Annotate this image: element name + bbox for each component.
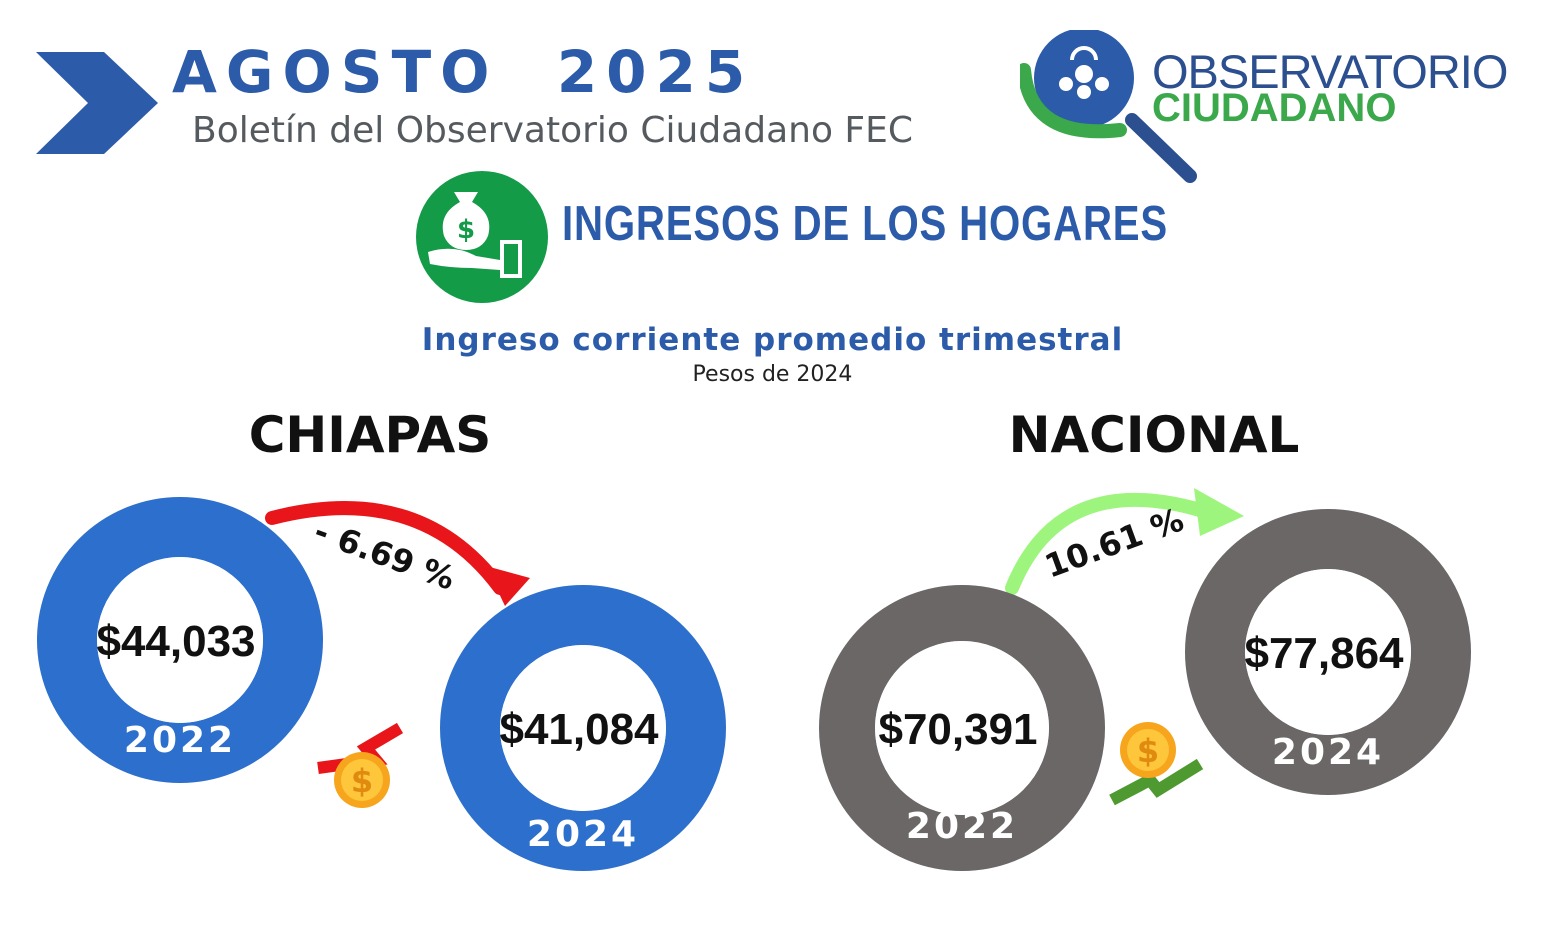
bulletin-month-title: AGOSTO 2025 — [172, 38, 755, 106]
change-arrowhead-nacional — [1194, 488, 1244, 536]
donut-year-chiapas-2024: 2024 — [527, 814, 639, 855]
donut-center-nacional-2024 — [1245, 569, 1411, 735]
logo-text-observatorio: OBSERVATORIO — [1152, 45, 1508, 98]
region-title-nacional: NACIONAL — [1008, 406, 1300, 464]
donut-center-chiapas-2022 — [97, 557, 263, 723]
magnifier-people-icon — [1020, 30, 1197, 183]
donut-year-nacional-2024: 2024 — [1272, 732, 1384, 773]
svg-text:$: $ — [457, 215, 475, 245]
region-title-chiapas: CHIAPAS — [248, 406, 492, 464]
chart-title: Ingreso corriente promedio trimestral — [421, 322, 1124, 358]
change-arrow-chiapas — [265, 501, 507, 595]
coin-dollar-icon-chiapas: $ — [351, 762, 373, 800]
donut-ring-chiapas-2024 — [440, 585, 726, 871]
donut-ring-chiapas-2022 — [37, 497, 323, 783]
donut-ring-nacional-2022 — [819, 585, 1105, 871]
change-arrow-nacional — [1005, 492, 1207, 595]
donut-center-nacional-2022 — [875, 641, 1049, 815]
donut-value-nacional-2024: $77,864 — [1244, 629, 1404, 678]
donut-value-chiapas-2022: $44,033 — [96, 617, 255, 666]
coin-dollar-icon-nacional: $ — [1137, 732, 1159, 770]
donut-center-chiapas-2024 — [500, 645, 666, 811]
donut-value-nacional-2022: $70,391 — [878, 705, 1037, 754]
bulletin-subtitle: Boletín del Observatorio Ciudadano FEC — [192, 110, 914, 151]
donut-value-chiapas-2024: $41,084 — [499, 705, 659, 754]
change-arrowhead-chiapas — [486, 566, 530, 606]
trend-zigzag-icon-nacional — [1109, 758, 1204, 806]
logo-text-ciudadano: CIUDADANO — [1152, 86, 1397, 130]
coin-inner-nacional — [1127, 729, 1169, 771]
section-title: INGRESOS DE LOS HOGARES — [562, 197, 1169, 251]
chevron-arrow-icon — [36, 52, 158, 154]
chart-units: Pesos de 2024 — [692, 362, 853, 387]
coin-inner-chiapas — [341, 759, 383, 801]
money-bag-hand-icon: $ — [416, 171, 548, 303]
donut-year-nacional-2022: 2022 — [906, 806, 1018, 847]
donut-year-chiapas-2022: 2022 — [124, 720, 236, 761]
donut-ring-nacional-2024 — [1185, 509, 1471, 795]
